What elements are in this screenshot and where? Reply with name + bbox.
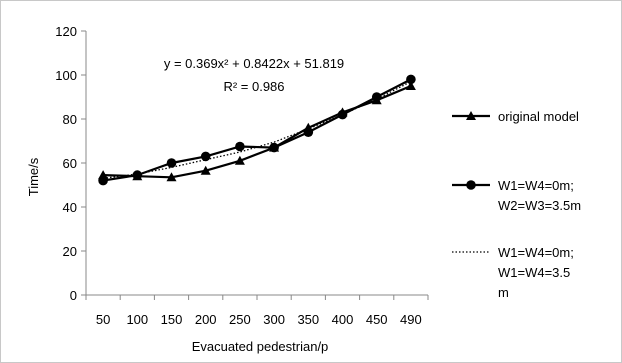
y-tick-label: 0 bbox=[70, 288, 77, 303]
x-tick-label: 250 bbox=[229, 312, 251, 327]
circle-marker bbox=[98, 175, 108, 186]
triangle-marker bbox=[200, 165, 211, 175]
legend-label-0: original model bbox=[498, 109, 579, 124]
y-tick-label: 100 bbox=[55, 68, 77, 83]
x-tick-label: 400 bbox=[332, 312, 354, 327]
circle-marker bbox=[337, 109, 348, 120]
y-tick-label: 60 bbox=[63, 156, 77, 171]
y-tick-label: 20 bbox=[63, 244, 77, 259]
y-tick-label: 40 bbox=[63, 200, 77, 215]
circle-marker bbox=[371, 92, 382, 102]
x-tick-label: 450 bbox=[366, 312, 388, 327]
triangle-marker bbox=[234, 155, 245, 165]
legend-circle-marker bbox=[466, 180, 476, 190]
series-line-1 bbox=[102, 78, 412, 182]
legend-label-1: W1=W4=0m; W2=W3=3.5m bbox=[498, 178, 581, 213]
x-axis-ticks: 50 100 150 200 250 300 350 400 450 490 bbox=[85, 295, 429, 327]
series-layer bbox=[98, 74, 416, 186]
triangle-marker bbox=[405, 81, 416, 90]
circle-marker bbox=[406, 74, 416, 85]
x-axis-title: Evacuated pedestrian/p bbox=[192, 339, 329, 354]
x-tick-label: 50 bbox=[96, 312, 110, 327]
circle-marker bbox=[235, 141, 245, 152]
x-tick-label: 300 bbox=[263, 312, 285, 327]
r-squared-label: R² = 0.986 bbox=[223, 79, 284, 94]
y-tick-label: 80 bbox=[63, 112, 77, 127]
x-tick-label: 350 bbox=[297, 312, 319, 327]
x-tick-label: 490 bbox=[400, 312, 422, 327]
circle-marker bbox=[303, 127, 314, 137]
circle-marker bbox=[200, 151, 211, 162]
x-tick-label: 100 bbox=[126, 312, 148, 327]
y-tick-label: 120 bbox=[55, 24, 77, 39]
circle-marker bbox=[166, 158, 177, 168]
legend-label-2: W1=W4=0m; W1=W4=3.5 m bbox=[498, 245, 574, 300]
triangle-marker bbox=[166, 172, 177, 182]
legend: original model W1=W4=0m; W2=W3=3.5m W1=W4=0… bbox=[452, 109, 581, 300]
y-axis-title: Time/s bbox=[26, 157, 41, 196]
series-line-0 bbox=[103, 84, 412, 179]
series-line-2 bbox=[103, 81, 412, 180]
x-tick-label: 150 bbox=[161, 312, 183, 327]
circle-marker bbox=[269, 142, 279, 153]
y-axis-ticks: 0 20 40 60 80 100 120 bbox=[55, 24, 86, 303]
x-tick-label: 200 bbox=[195, 312, 217, 327]
legend-triangle-marker bbox=[466, 111, 476, 120]
trendline-equation: y = 0.369x² + 0.8422x + 51.819 bbox=[164, 56, 344, 71]
circle-marker bbox=[132, 170, 143, 180]
